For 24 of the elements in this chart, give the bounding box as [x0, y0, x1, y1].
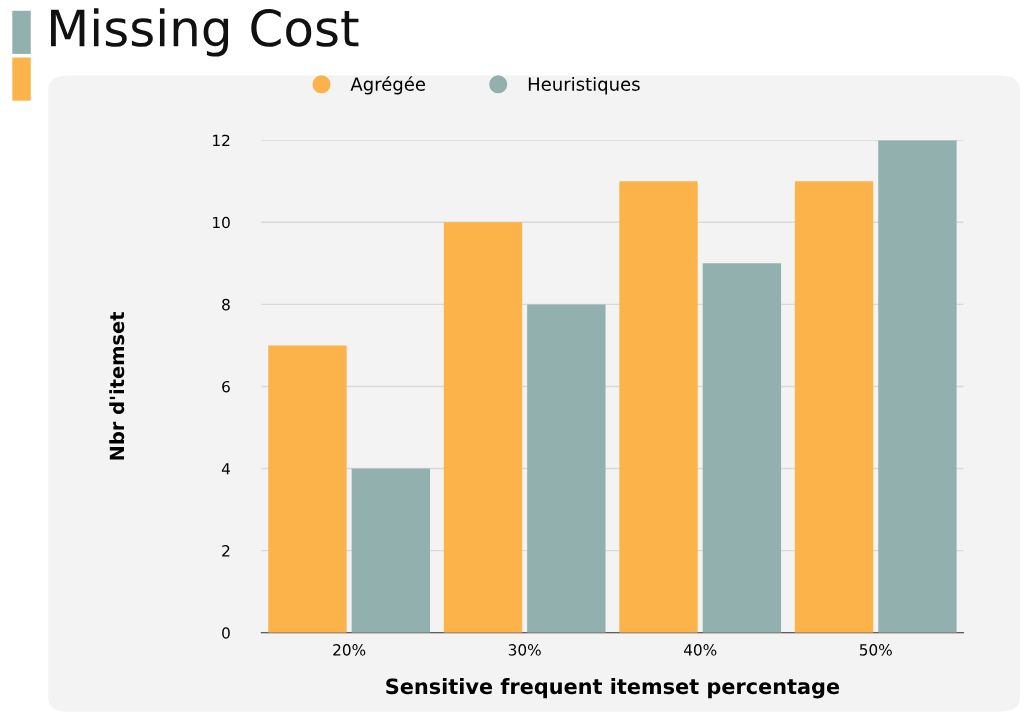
bar: [619, 181, 698, 633]
x-tick-label: 20%: [333, 644, 366, 656]
x-tick-label: 50%: [859, 644, 892, 656]
y-tick-label: 12: [213, 134, 230, 147]
y-tick-label: 8: [222, 298, 230, 311]
x-tick-label: 40%: [683, 644, 717, 656]
bar: [794, 181, 874, 633]
x-tick-label: 30%: [508, 644, 541, 656]
bar: [351, 468, 431, 633]
y-tick-label: 6: [222, 380, 230, 393]
bar: [268, 345, 347, 633]
chart-title: Missing Cost: [51, 8, 359, 57]
bar: [527, 304, 606, 633]
y-tick-label: 10: [213, 216, 230, 229]
y-axis-title: Nbr d'itemset: [109, 311, 125, 460]
bar: [702, 263, 782, 633]
y-tick-label: 4: [221, 463, 230, 475]
y-tick-label: 2: [222, 545, 230, 557]
y-tick-label: 0: [222, 627, 230, 639]
bar: [878, 140, 957, 633]
bar: [443, 222, 523, 633]
legend-label: Agrégée: [350, 76, 426, 95]
x-axis-title: Sensitive frequent itemset percentage: [386, 678, 840, 699]
legend-label: Heuristiques: [528, 76, 640, 95]
